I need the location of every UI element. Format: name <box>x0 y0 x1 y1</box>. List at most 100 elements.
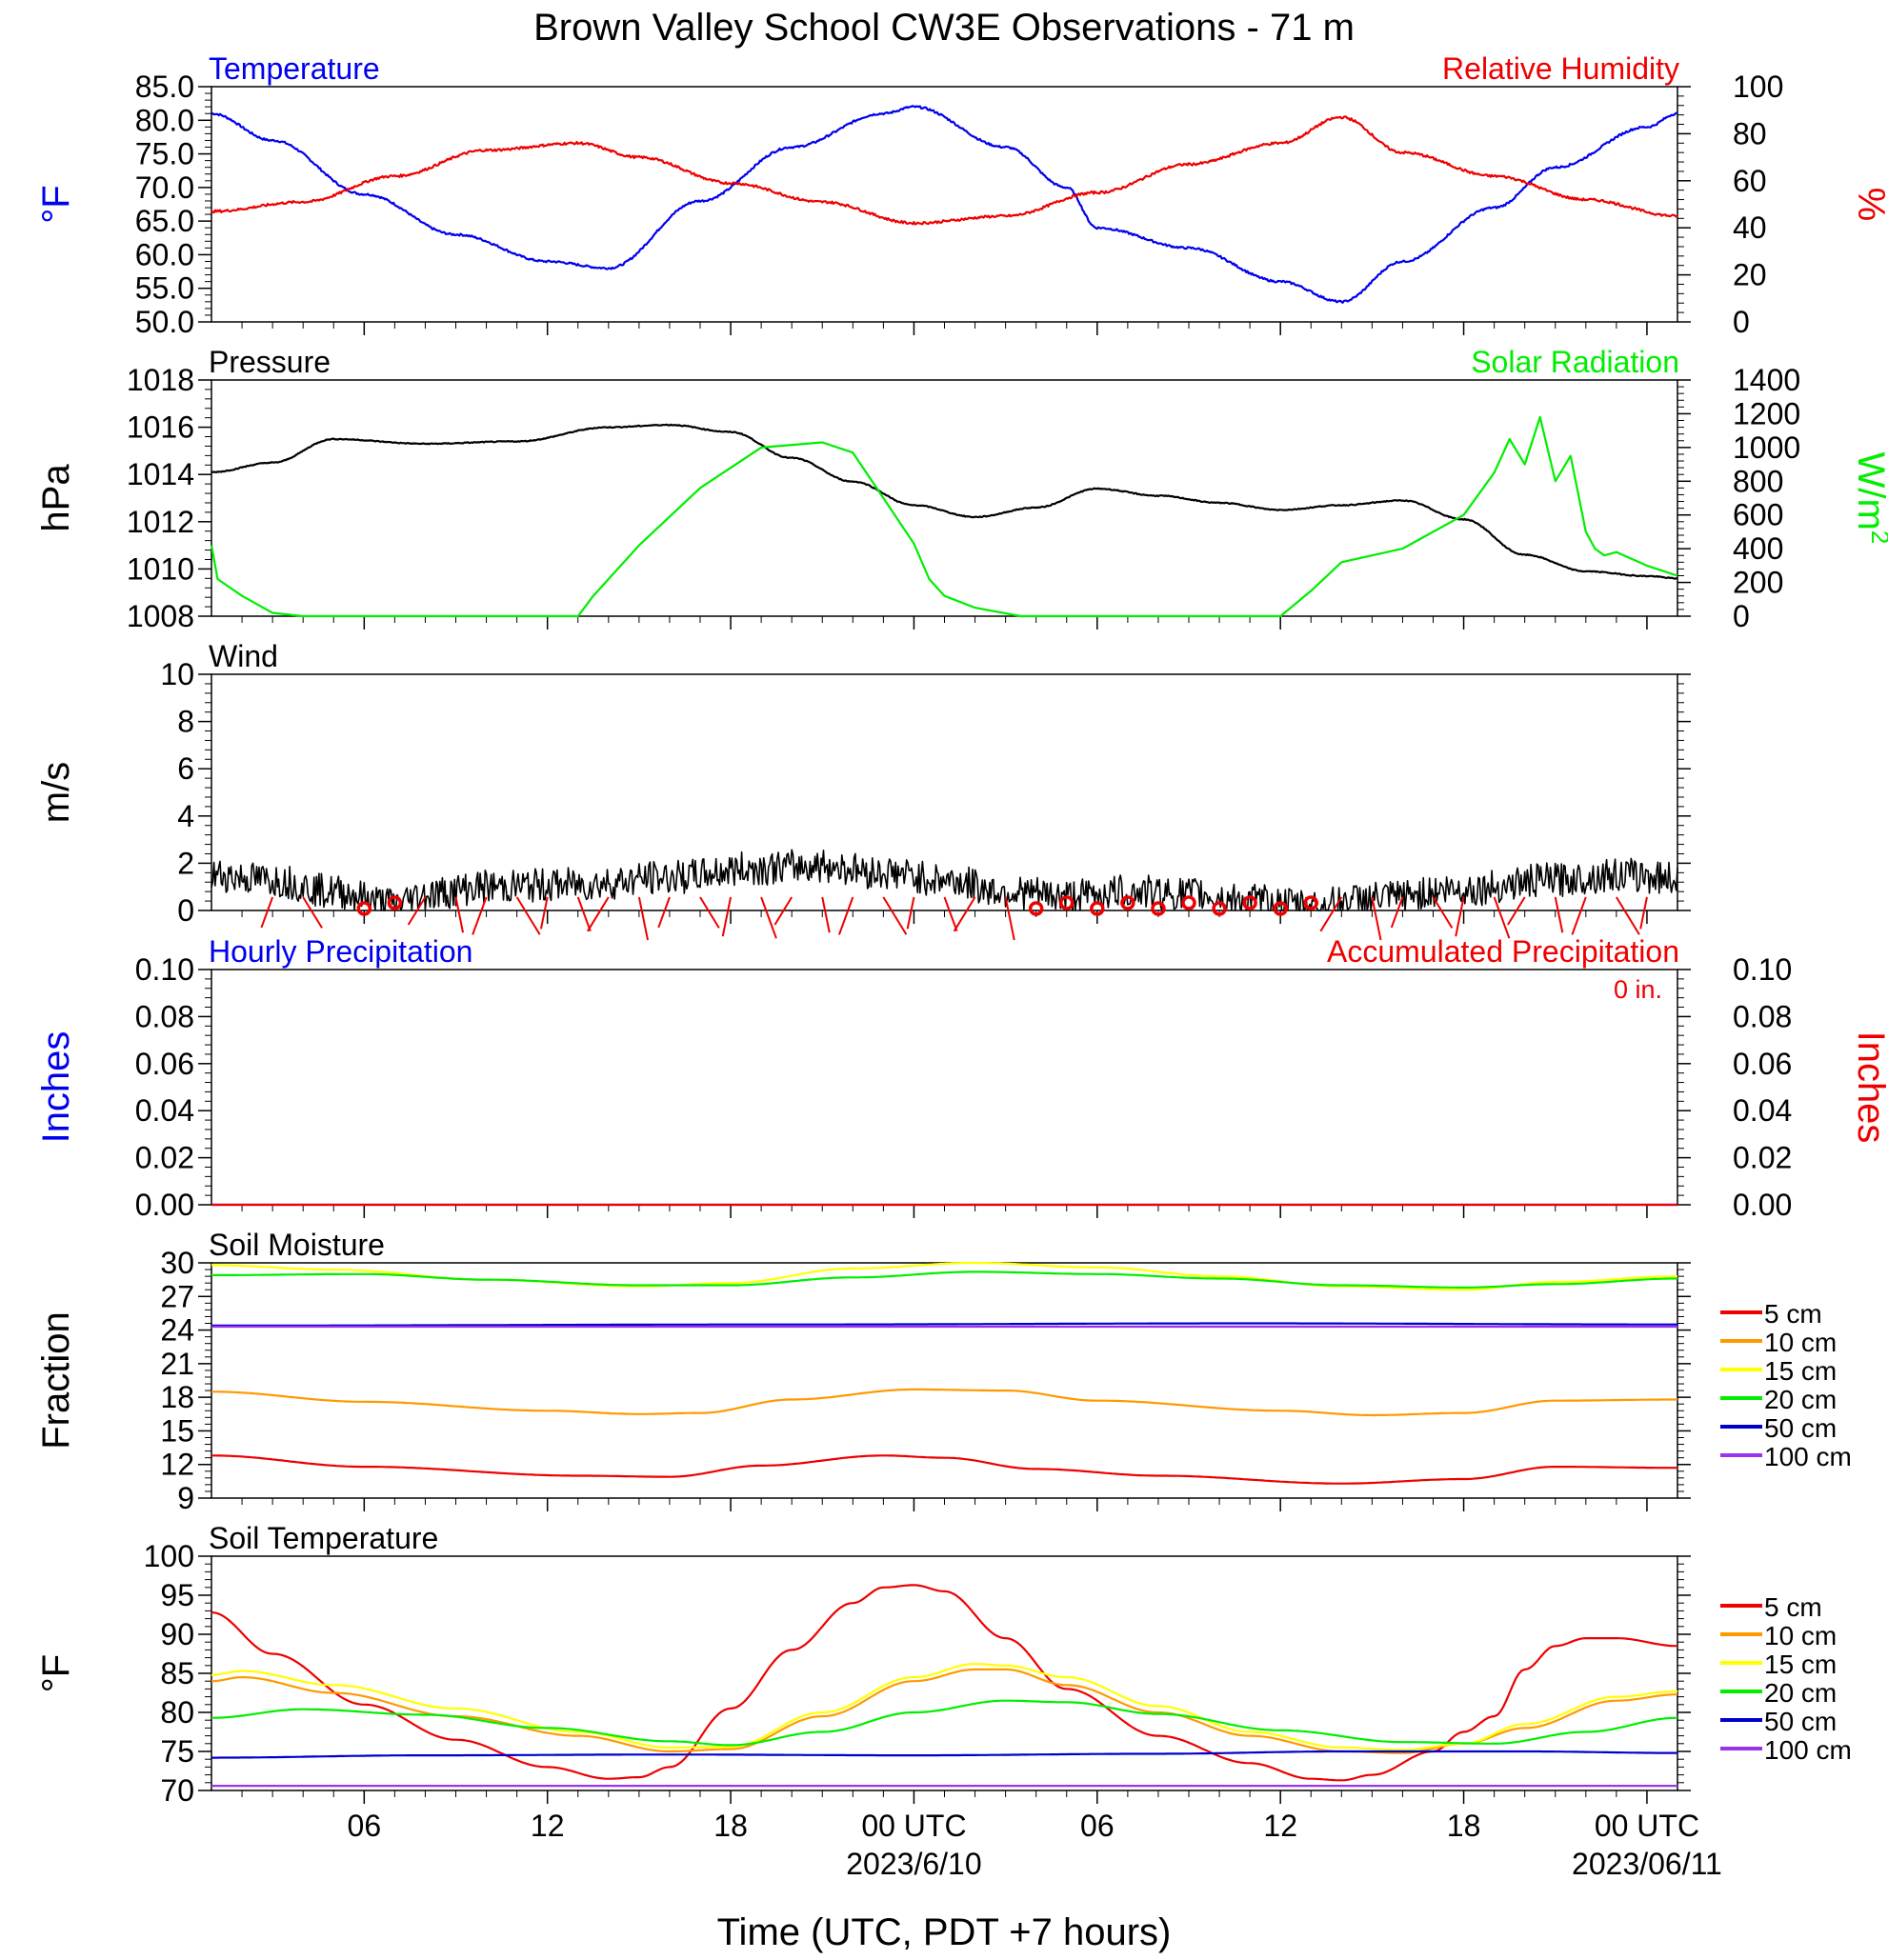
wind-barb <box>472 896 488 935</box>
x-tick-label: 12 <box>1263 1809 1297 1843</box>
series-line-50-cm <box>211 1322 1677 1328</box>
left-tick-label: 8 <box>177 705 194 739</box>
calm-wind-marker <box>356 901 372 916</box>
right-tick-label: 100 <box>1733 70 1783 104</box>
wind-barb <box>1507 896 1526 926</box>
wind-barb <box>882 896 908 935</box>
wind-barb <box>260 896 274 929</box>
left-panel-title: Soil Temperature <box>209 1521 438 1555</box>
left-tick-label: 50.0 <box>135 305 194 339</box>
left-tick-label: 75 <box>160 1734 194 1769</box>
calm-wind-marker <box>1181 895 1196 910</box>
left-unit-label: Fraction <box>35 1311 77 1450</box>
left-tick-label: 30 <box>160 1246 194 1280</box>
left-tick-label: 2 <box>177 846 194 880</box>
wind-barb <box>515 896 541 935</box>
wind-barb <box>953 896 976 932</box>
right-tick-label: 200 <box>1733 566 1783 600</box>
left-tick-label: 1018 <box>127 363 194 397</box>
left-tick-label: 0.08 <box>135 999 194 1033</box>
legend-label: 100 cm <box>1764 1735 1852 1765</box>
wind-barb <box>906 896 915 930</box>
calm-wind-marker <box>1242 895 1257 910</box>
left-tick-label: 15 <box>160 1413 194 1448</box>
wind-barb <box>1554 896 1564 933</box>
wind-barb <box>302 896 323 929</box>
left-tick-label: 0.04 <box>135 1093 194 1128</box>
right-tick-label: 0.02 <box>1733 1141 1792 1175</box>
legend-label: 50 cm <box>1764 1413 1837 1443</box>
left-tick-label: 85.0 <box>135 70 194 104</box>
right-tick-label: 80 <box>1733 116 1767 150</box>
left-tick-label: 1010 <box>127 551 194 586</box>
x-date-label: 2023/06/11 <box>1572 1847 1722 1881</box>
x-tick-label: 18 <box>1447 1809 1481 1843</box>
left-tick-label: 9 <box>177 1481 194 1515</box>
left-tick-label: 27 <box>160 1279 194 1313</box>
accumulated-precip-annotation: 0 in. <box>1614 975 1662 1004</box>
plot-frame <box>211 379 1678 617</box>
left-unit-label: hPa <box>35 464 77 532</box>
x-tick-label: 18 <box>713 1809 748 1843</box>
wind-barb <box>407 896 427 926</box>
left-tick-label: 10 <box>160 657 194 691</box>
wind-barb <box>721 896 733 937</box>
series-line-relative-humidity <box>211 115 1678 226</box>
right-tick-label: 400 <box>1733 531 1783 566</box>
wind-barb <box>576 896 592 932</box>
wind-barb <box>587 896 610 932</box>
left-tick-label: 85 <box>160 1656 194 1690</box>
calm-wind-marker <box>1273 901 1288 916</box>
x-tick-label: 00 UTC <box>861 1809 966 1843</box>
wind-barb <box>773 896 793 926</box>
left-tick-label: 65.0 <box>135 204 194 238</box>
series-line-10-cm <box>211 1668 1678 1754</box>
left-tick-label: 12 <box>160 1448 194 1482</box>
series-line-wind <box>211 849 1678 911</box>
left-tick-label: 0.10 <box>135 952 194 987</box>
left-tick-label: 1008 <box>127 599 194 633</box>
calm-wind-marker <box>1028 901 1044 916</box>
legend-label: 15 cm <box>1764 1356 1837 1386</box>
right-tick-label: 0.06 <box>1733 1047 1792 1081</box>
left-tick-label: 80.0 <box>135 103 194 137</box>
wind-barb <box>637 896 649 941</box>
left-tick-label: 1016 <box>127 410 194 445</box>
left-tick-label: 0.02 <box>135 1141 194 1175</box>
wind-barb <box>1639 896 1648 930</box>
right-panel-title: Solar Radiation <box>1471 345 1679 379</box>
legend-label: 15 cm <box>1764 1650 1837 1679</box>
left-tick-label: 90 <box>160 1617 194 1651</box>
wind-barb <box>943 896 958 932</box>
left-unit-label: m/s <box>35 762 77 823</box>
wind-barb <box>699 896 720 929</box>
plot-frame <box>211 673 1678 911</box>
left-tick-label: 55.0 <box>135 271 194 306</box>
left-tick-label: 4 <box>177 799 194 833</box>
calm-wind-marker <box>387 895 403 910</box>
right-unit-label: Inches <box>1850 1031 1888 1144</box>
series-line-pressure <box>211 423 1678 580</box>
left-tick-label: 18 <box>160 1380 194 1414</box>
x-tick-label: 06 <box>348 1809 382 1843</box>
x-date-label: 2023/6/10 <box>846 1847 981 1881</box>
series-line-temperature <box>211 105 1678 304</box>
wind-barb <box>454 896 465 933</box>
right-tick-label: 20 <box>1733 258 1767 292</box>
legend-label: 10 cm <box>1764 1328 1837 1357</box>
left-tick-label: 21 <box>160 1347 194 1381</box>
series-line-10-cm <box>211 1388 1677 1417</box>
panel-wind: 10 8 6 4 2 0 Wind m/s <box>35 639 1691 941</box>
left-tick-label: 0 <box>177 893 194 928</box>
left-tick-label: 80 <box>160 1695 194 1730</box>
legend-label: 20 cm <box>1764 1678 1837 1708</box>
right-tick-label: 0.08 <box>1733 999 1792 1033</box>
wind-barb <box>1455 896 1465 937</box>
wind-barb <box>1390 896 1404 929</box>
left-tick-label: 1012 <box>127 505 194 539</box>
legend-label: 5 cm <box>1764 1299 1822 1329</box>
left-tick-label: 100 <box>144 1539 194 1573</box>
wind-barb <box>821 896 831 933</box>
left-tick-label: 0.00 <box>135 1188 194 1222</box>
